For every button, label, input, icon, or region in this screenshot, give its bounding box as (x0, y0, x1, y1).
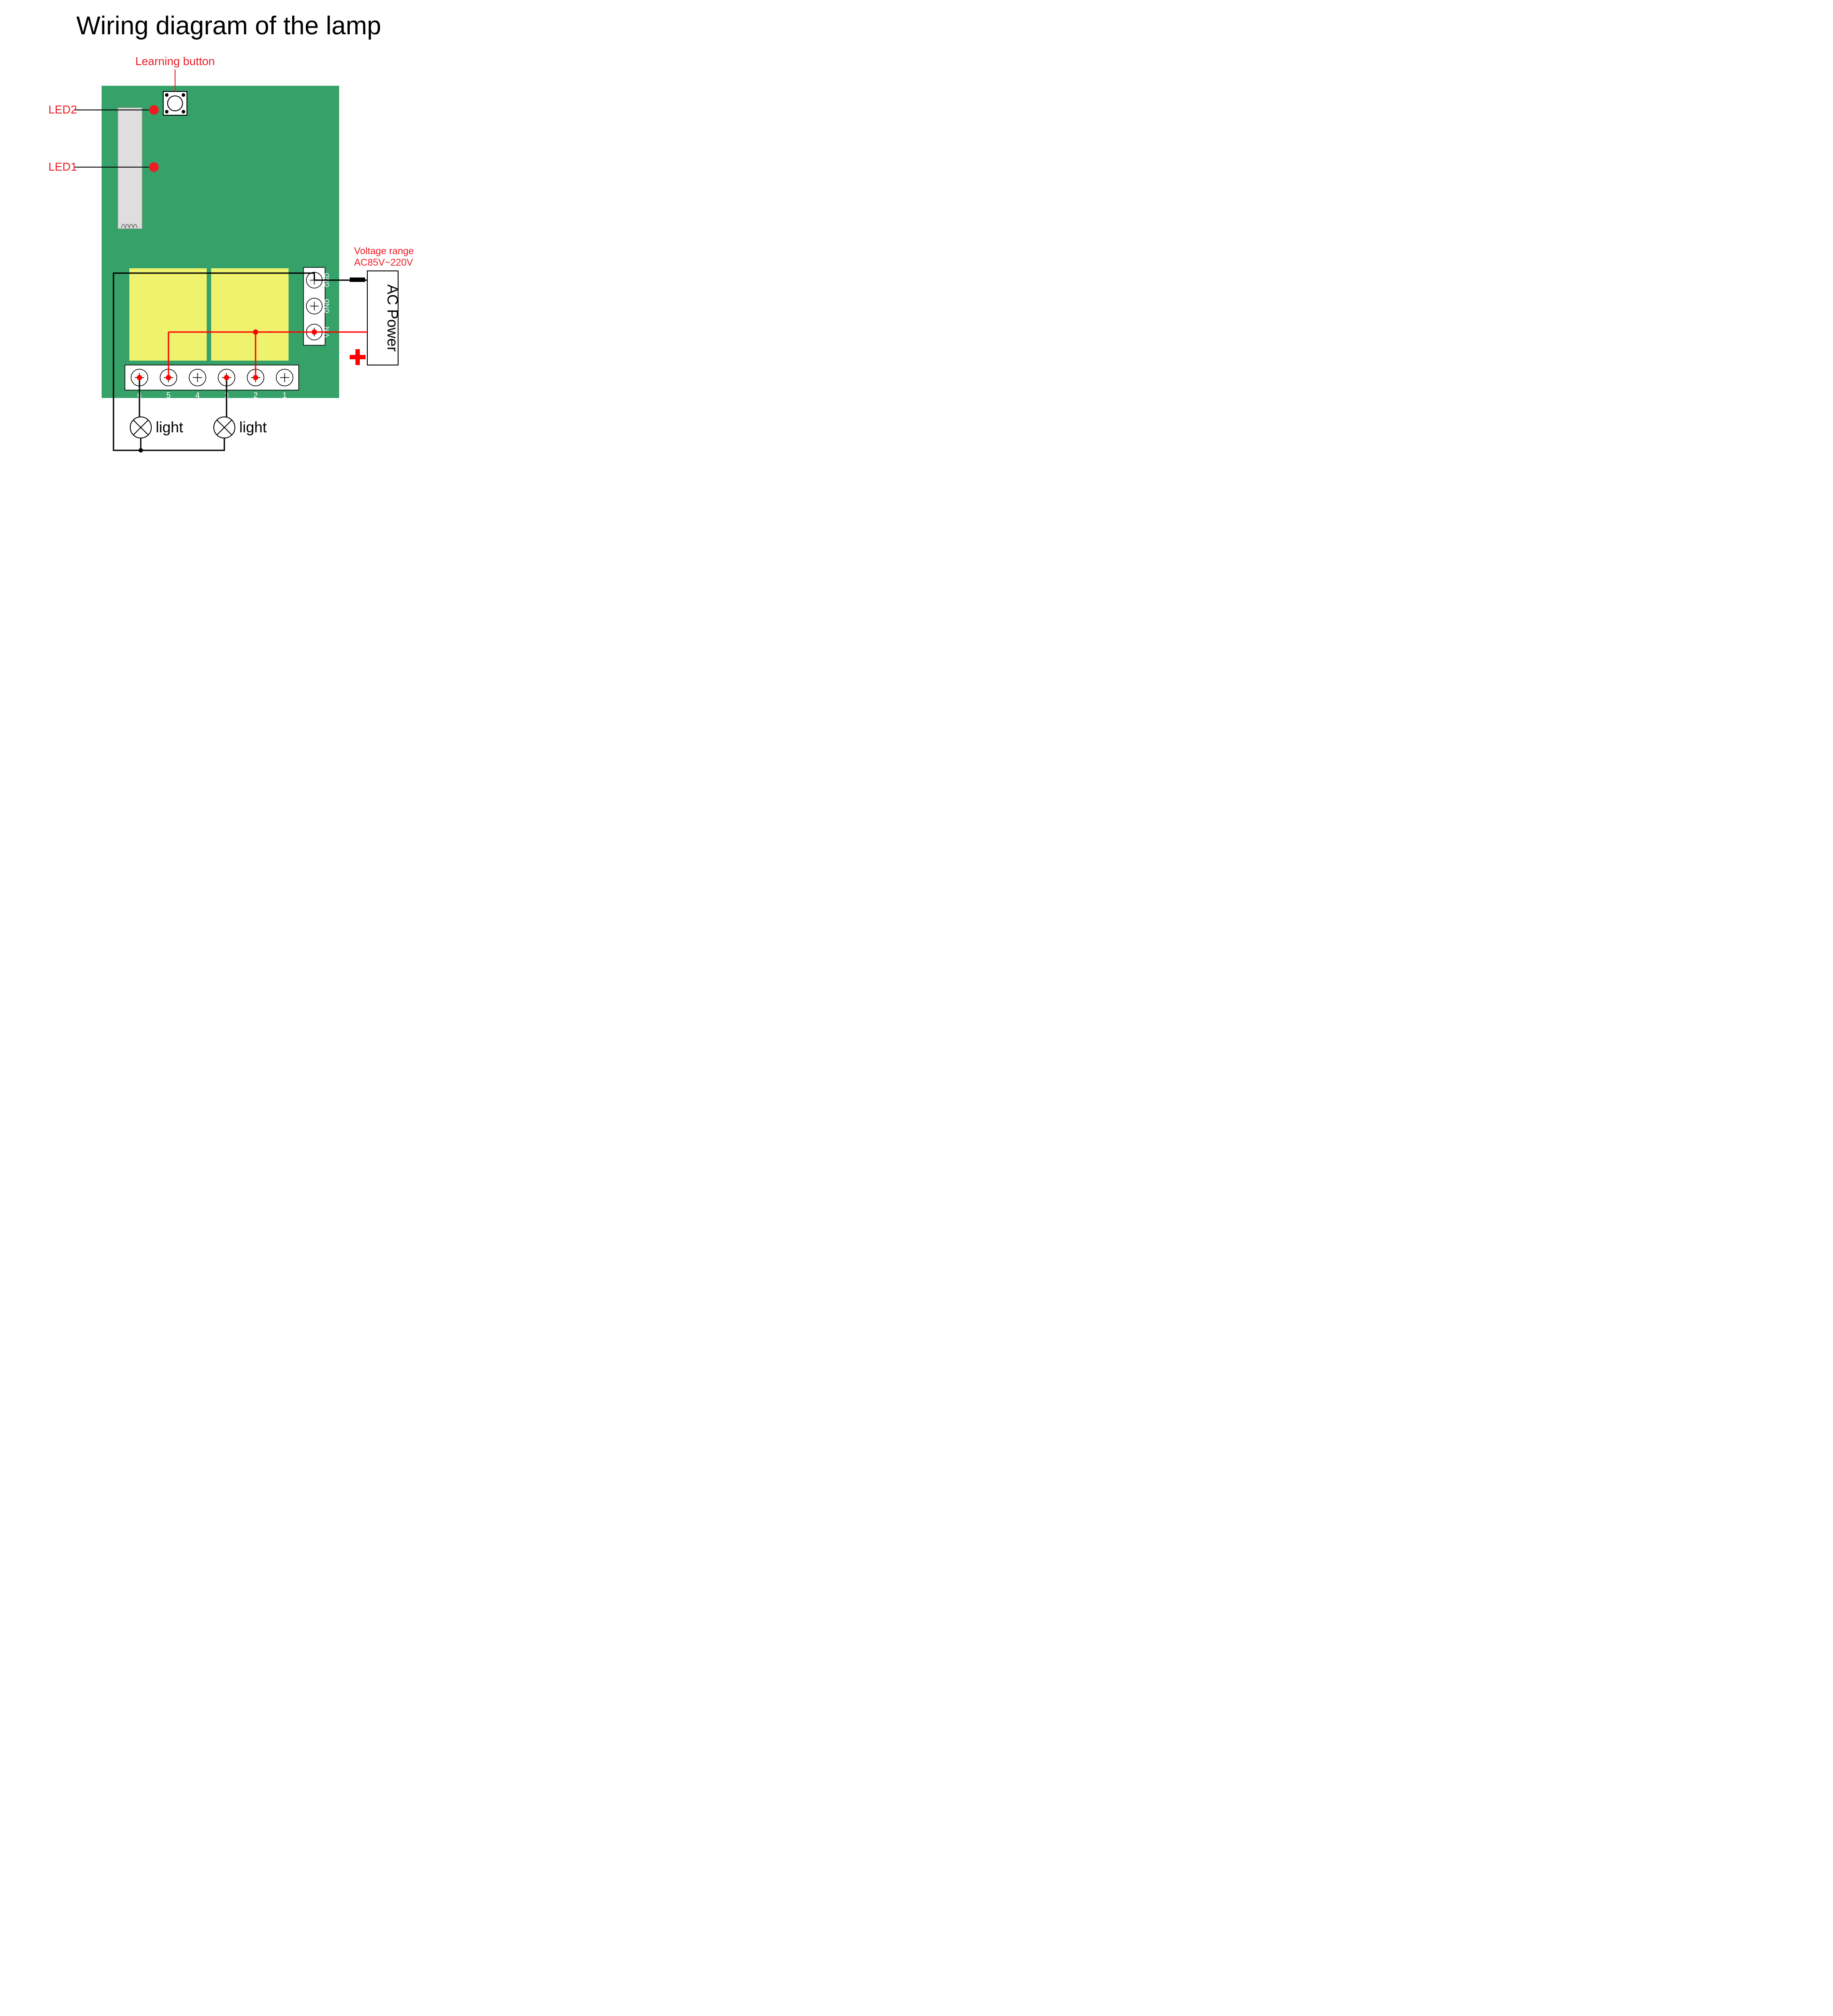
voltage-label-2: AC85V~220V (354, 257, 413, 268)
output-terminal-number: 5 (166, 391, 171, 400)
ac-power-label: AC Power (384, 284, 401, 351)
rf-module (118, 108, 142, 229)
led2-indicator (149, 105, 159, 115)
output-terminal-number: 4 (195, 391, 200, 400)
output-terminal-block (125, 365, 299, 390)
light-1-label: light (156, 419, 183, 436)
page-title: Wiring diagram of the lamp (76, 11, 381, 40)
voltage-label-1: Voltage range (354, 245, 414, 256)
output-terminal-number: 1 (282, 391, 287, 400)
output-terminal-number: 2 (253, 391, 258, 400)
led1-label: LED1 (48, 160, 77, 173)
power-pin-label: GND (323, 299, 331, 314)
learning-button-label: Learning button (135, 55, 215, 68)
led2-label: LED2 (48, 103, 77, 116)
led1-indicator (149, 162, 159, 172)
light-2-label: light (239, 419, 267, 436)
relay-2 (211, 268, 289, 361)
